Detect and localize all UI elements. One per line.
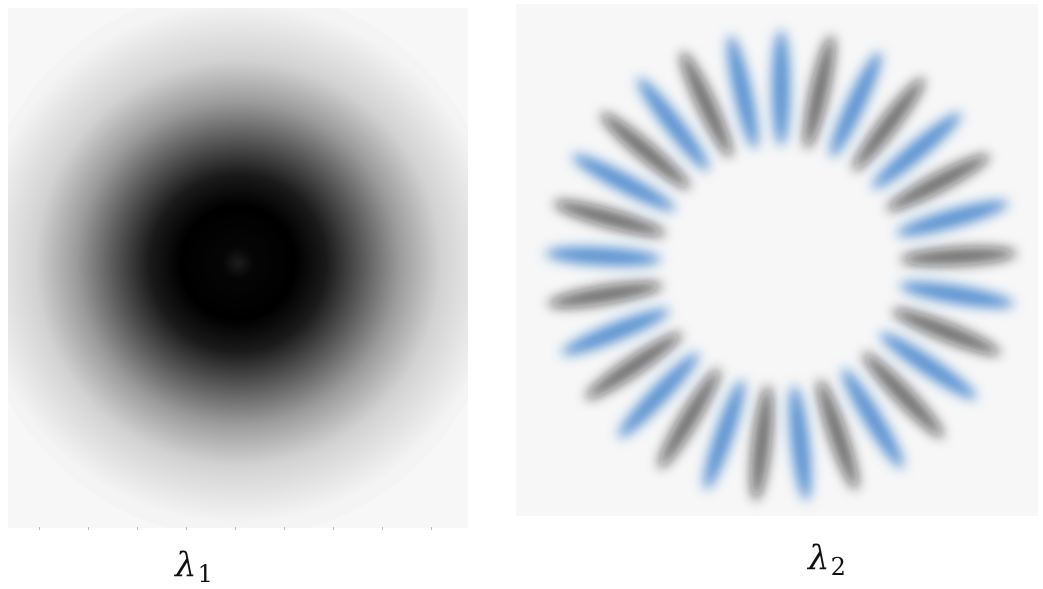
axis-tick [235, 527, 236, 530]
axis-tick [431, 527, 432, 530]
axis-tick [284, 527, 285, 530]
lambda-2-symbol: λ [808, 538, 830, 578]
negative-lobe [817, 379, 859, 490]
negative-lobe [750, 385, 773, 501]
positive-lobe [872, 112, 962, 189]
positive-lobe [727, 35, 758, 149]
positive-lobe [572, 154, 676, 211]
negative-lobe [863, 352, 944, 438]
negative-lobe [585, 332, 682, 400]
negative-lobe [600, 112, 690, 189]
positive-lobe [841, 368, 904, 469]
axis-tick [39, 527, 40, 530]
lambda-2-subscript: 2 [830, 553, 846, 581]
positive-lobe [561, 308, 670, 355]
lobe-ring [545, 30, 1017, 501]
positive-lobe [618, 352, 699, 438]
positive-lobe [772, 30, 790, 146]
positive-lobe [896, 200, 1009, 237]
negative-lobe [892, 308, 1001, 355]
negative-lobe [900, 246, 1017, 266]
lambda-1-caption: λ1 [175, 548, 213, 586]
axis-tick [88, 527, 89, 530]
positive-lobe [703, 379, 745, 490]
positive-lobe [830, 51, 882, 158]
negative-lobe [804, 35, 835, 149]
lambda-2-caption: λ2 [808, 541, 846, 579]
positive-lobe [880, 332, 977, 400]
lambda-2-heatmap [516, 4, 1038, 516]
negative-lobe [886, 154, 990, 211]
axis-tick [333, 527, 334, 530]
lambda-1-image [8, 8, 468, 528]
axis-tick [186, 527, 187, 530]
positive-lobe [789, 385, 812, 501]
negative-lobe [680, 51, 732, 158]
positive-lobe [545, 246, 662, 266]
axis-tick [382, 527, 383, 530]
lambda-1-subscript: 1 [197, 560, 213, 588]
lambda-1-symbol: λ [175, 545, 197, 585]
positive-lobe [899, 281, 1014, 308]
negative-lobe [658, 368, 721, 469]
positive-lobe [637, 77, 710, 171]
negative-lobe [852, 77, 925, 171]
negative-lobe [548, 281, 663, 308]
axis-tick [137, 527, 138, 530]
lambda-2-image [516, 4, 1038, 516]
negative-lobe [553, 200, 666, 237]
lambda-1-heatmap [8, 8, 468, 528]
